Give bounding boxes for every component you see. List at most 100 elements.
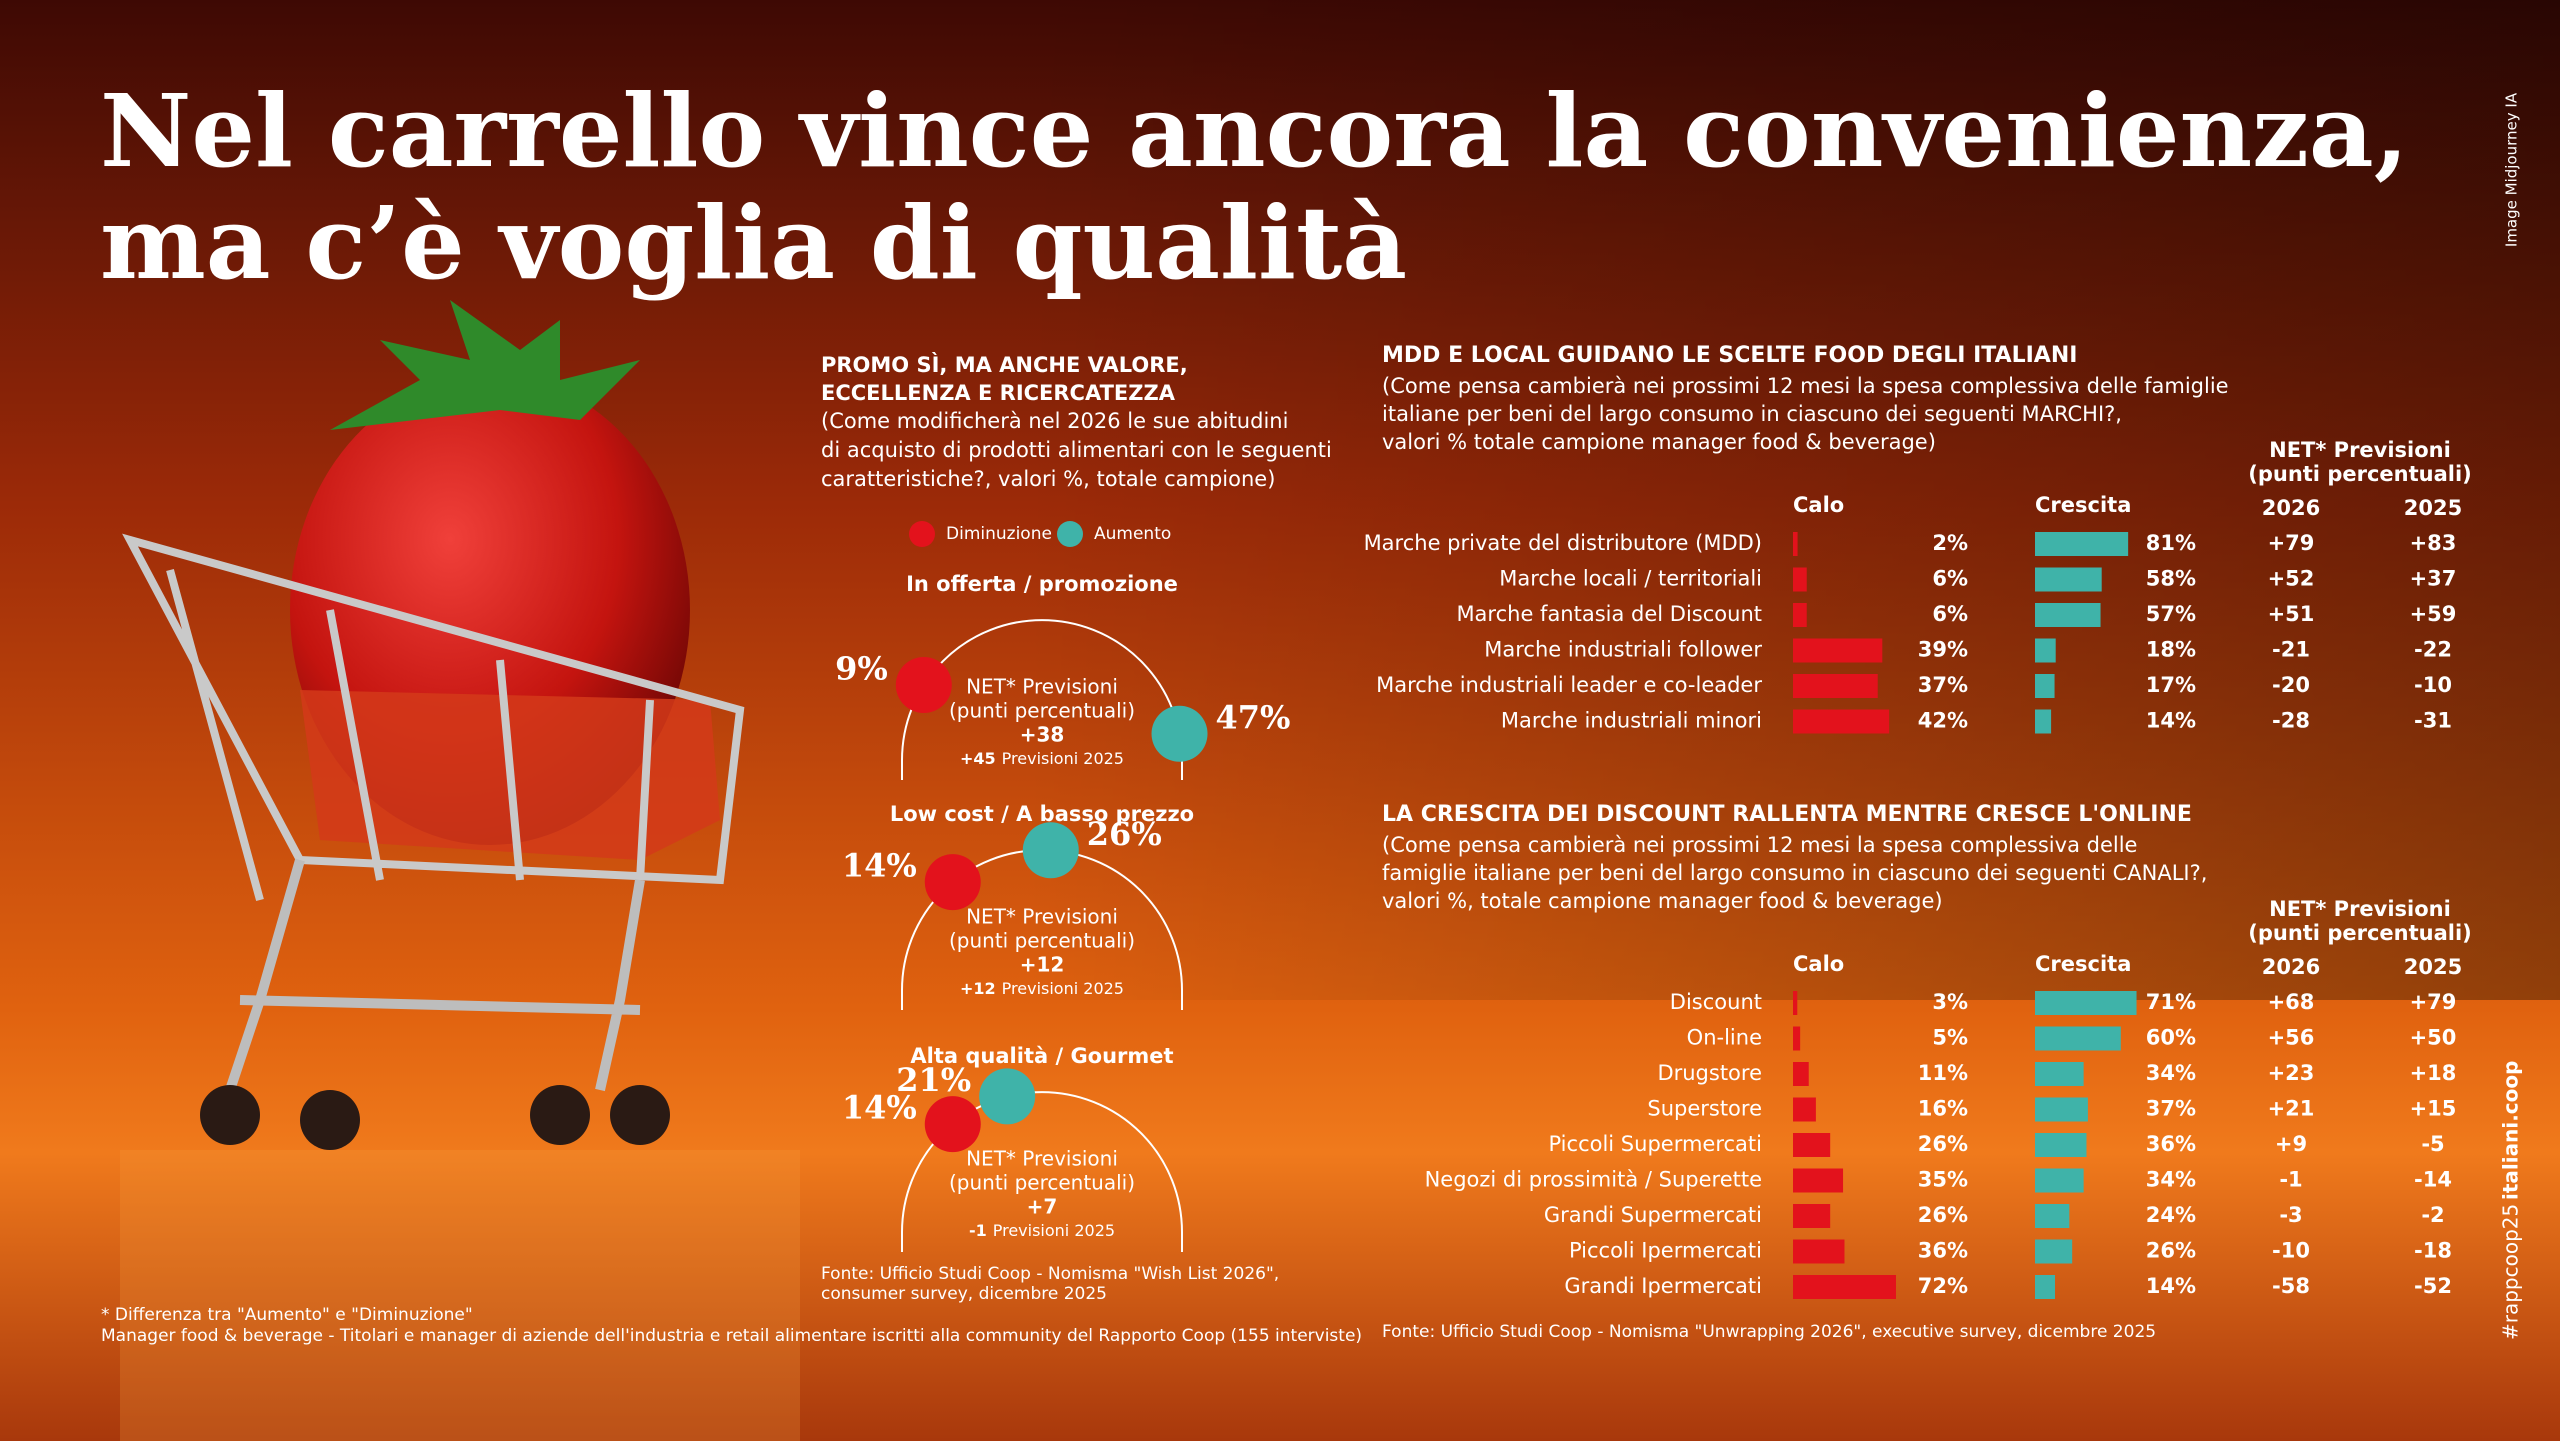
title: Nel carrello vince ancora la convenienza…: [100, 72, 2409, 190]
net-2026: -58: [2272, 1274, 2310, 1298]
source: Fonte: Ufficio Studi Coop - Nomisma "Unw…: [1382, 1322, 2156, 1342]
legend-swatch: [1057, 521, 1083, 547]
section-subtitle: (Come pensa cambierà nei prossimi 12 mes…: [1382, 833, 2137, 857]
net-2026: -10: [2272, 1239, 2310, 1263]
row-label: Marche industriali follower: [1484, 638, 1762, 662]
calo-bar: [1793, 1062, 1809, 1086]
net-2026: +52: [2268, 567, 2315, 591]
net-2025: -18: [2414, 1239, 2452, 1263]
crescita-bar: [2035, 1204, 2070, 1228]
source: consumer survey, dicembre 2025: [821, 1284, 1107, 1304]
calo-bar: [1793, 603, 1807, 627]
calo-value: 39%: [1918, 638, 1968, 662]
crescita-bar: [2035, 1168, 2084, 1193]
gauge-dot: [924, 1096, 981, 1153]
gauge-prev-label: Previsioni 2025: [993, 1221, 1115, 1240]
row-label: Piccoli Ipermercati: [1569, 1239, 1762, 1263]
section-title: MDD E LOCAL GUIDANO LE SCELTE FOOD DEGLI…: [1382, 343, 2077, 368]
net-2025: -14: [2414, 1168, 2452, 1192]
net-2025: +79: [2410, 990, 2457, 1014]
gauge-value: 9%: [835, 649, 888, 687]
crescita-value: 17%: [2146, 673, 2196, 697]
crescita-value: 18%: [2146, 638, 2196, 662]
calo-bar: [1793, 709, 1890, 734]
net-2026: +21: [2268, 1097, 2315, 1121]
calo-value: 5%: [1932, 1026, 1968, 1050]
section-title: ECCELLENZA E RICERCATEZZA: [821, 381, 1176, 405]
row-label: Grandi Ipermercati: [1564, 1274, 1762, 1298]
gauge-prev-value: -1: [969, 1221, 987, 1240]
section-subtitle: di acquisto di prodotti alimentari con l…: [821, 438, 1332, 462]
gauge-net: +38: [1020, 723, 1065, 747]
row-label: Negozi di prossimità / Superette: [1425, 1168, 1762, 1192]
year-header: 2026: [2262, 955, 2320, 979]
crescita-value: 26%: [2146, 1239, 2196, 1263]
row-label: Marche locali / territoriali: [1499, 567, 1762, 591]
row-label: Marche industriali minori: [1501, 709, 1762, 733]
gauge-prev-value: +12: [960, 979, 996, 998]
gauge-title: Alta qualità / Gourmet: [910, 1044, 1173, 1068]
calo-bar: [1793, 1133, 1831, 1157]
net-header: NET* Previsioni: [2269, 438, 2451, 462]
crescita-value: 57%: [2146, 602, 2196, 626]
calo-value: 16%: [1918, 1097, 1968, 1121]
net-header: (punti percentuali): [2248, 921, 2472, 945]
gauge-net-label: NET* Previsioni: [966, 905, 1118, 929]
net-2026: +23: [2268, 1061, 2315, 1085]
calo-bar: [1793, 1204, 1831, 1228]
footnote: Manager food & beverage - Titolari e man…: [101, 1326, 1362, 1346]
calo-value: 3%: [1932, 990, 1968, 1014]
calo-bar: [1793, 638, 1883, 663]
crescita-bar: [2035, 1062, 2084, 1086]
calo-value: 26%: [1918, 1132, 1968, 1156]
calo-value: 2%: [1932, 531, 1968, 555]
net-2025: +83: [2410, 531, 2457, 555]
section-subtitle: famiglie italiane per beni del largo con…: [1382, 861, 2207, 885]
crescita-bar: [2035, 991, 2137, 1015]
calo-bar: [1793, 674, 1878, 698]
net-2025: +37: [2410, 567, 2457, 591]
calo-bar: [1793, 1026, 1801, 1051]
net-2025: -52: [2414, 1274, 2452, 1298]
calo-value: 37%: [1918, 673, 1968, 697]
gauge-value: 21%: [896, 1061, 971, 1099]
year-header: 2025: [2404, 955, 2462, 979]
crescita-value: 24%: [2146, 1203, 2196, 1227]
gauge-title: Low cost / A basso prezzo: [890, 802, 1194, 826]
net-2026: +68: [2268, 990, 2315, 1014]
year-header: 2025: [2404, 496, 2462, 520]
crescita-value: 36%: [2146, 1132, 2196, 1156]
calo-value: 6%: [1932, 602, 1968, 626]
row-label: Marche fantasia del Discount: [1456, 602, 1762, 626]
net-2025: +59: [2410, 602, 2457, 626]
gauge-arc: [901, 1091, 1183, 1252]
gauge-dot: [895, 656, 952, 713]
legend-label: Diminuzione: [946, 524, 1052, 544]
crescita-bar: [2035, 674, 2055, 698]
cart-illustration: [120, 300, 800, 1441]
section-title: PROMO SÌ, MA ANCHE VALORE,: [821, 352, 1188, 377]
net-2026: -28: [2272, 709, 2310, 733]
crescita-value: 58%: [2146, 567, 2196, 591]
column-header: Calo: [1793, 493, 1844, 517]
row-label: Piccoli Supermercati: [1548, 1132, 1762, 1156]
row-label: Superstore: [1647, 1097, 1762, 1121]
legend-swatch: [909, 521, 935, 547]
source: Fonte: Ufficio Studi Coop - Nomisma "Wis…: [821, 1264, 1279, 1284]
calo-bar: [1793, 1168, 1844, 1193]
net-2025: -2: [2421, 1203, 2444, 1227]
gauge-value: 47%: [1216, 698, 1291, 736]
gauge-title: In offerta / promozione: [906, 572, 1178, 596]
crescita-bar: [2035, 567, 2102, 592]
calo-value: 6%: [1932, 567, 1968, 591]
gauge-prev-value: +45: [960, 749, 996, 768]
net-2025: -31: [2414, 709, 2452, 733]
net-header: (punti percentuali): [2248, 462, 2472, 486]
calo-value: 35%: [1918, 1168, 1968, 1192]
crescita-value: 81%: [2146, 531, 2196, 555]
year-header: 2026: [2262, 496, 2320, 520]
net-2026: -20: [2272, 673, 2310, 697]
net-2025: -22: [2414, 638, 2452, 662]
hashtag: #rappcoop25: [2499, 1204, 2523, 1340]
